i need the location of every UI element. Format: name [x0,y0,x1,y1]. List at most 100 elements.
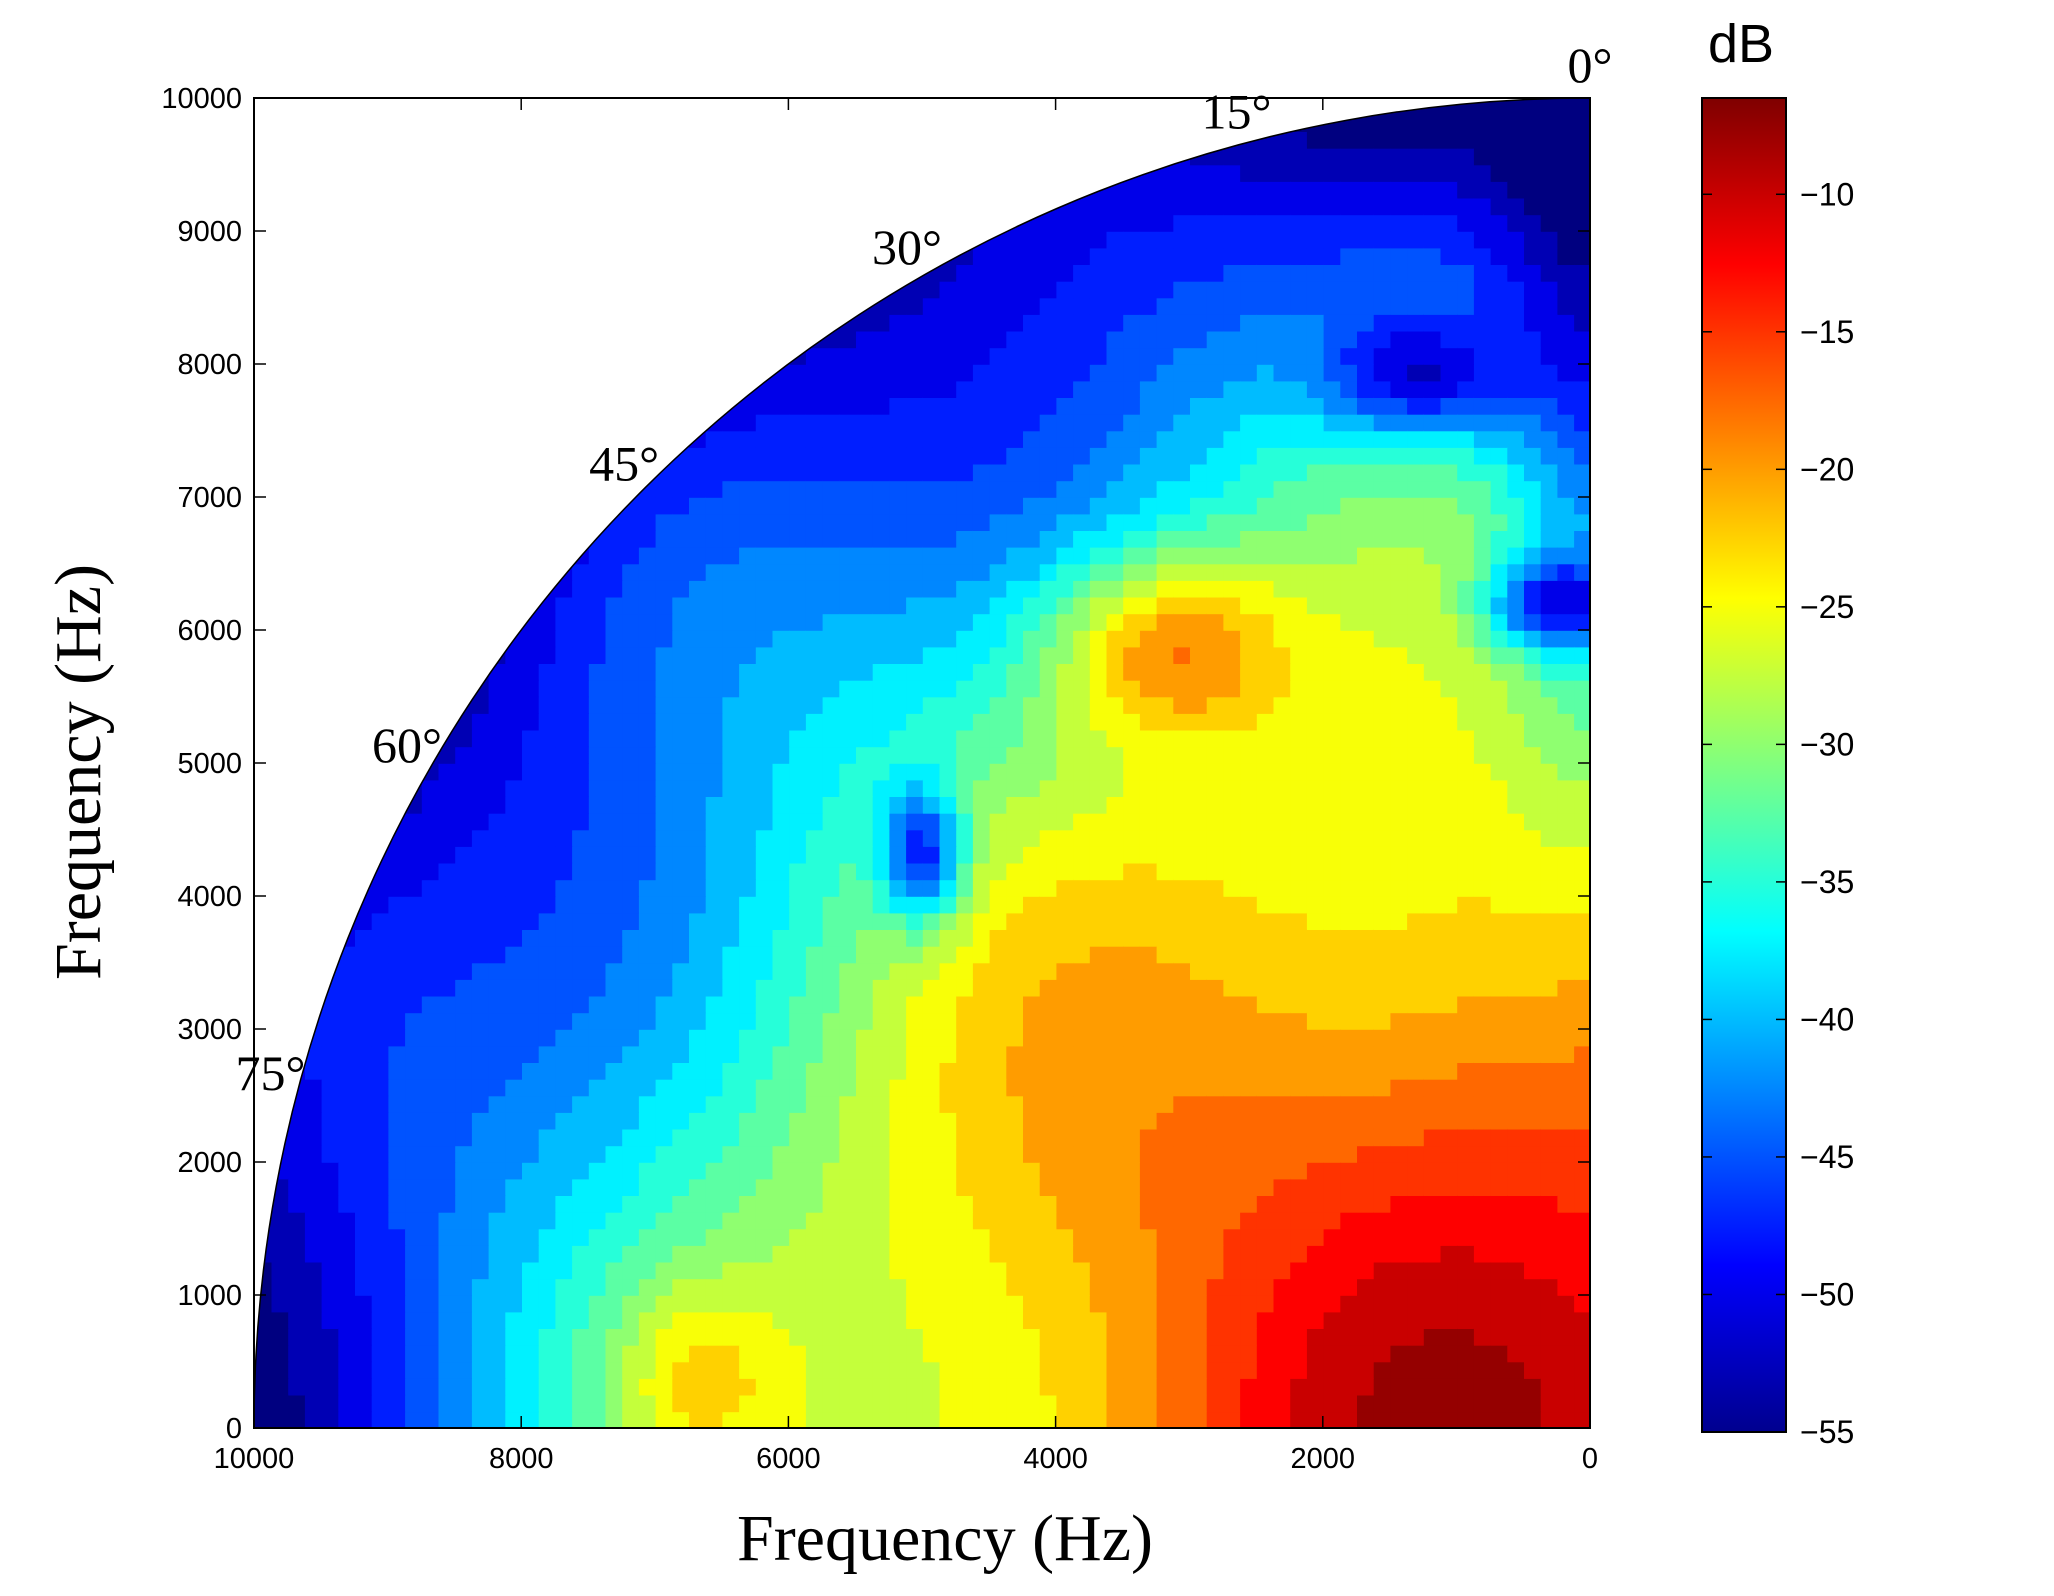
contour-cell [1155,896,1174,914]
contour-cell [588,1211,606,1230]
contour-cell [1506,879,1524,897]
contour-cell [1423,979,1441,997]
contour-cell [805,1278,823,1296]
contour-cell [1072,1012,1090,1030]
contour-cell [1005,713,1023,731]
contour-cell [1372,829,1391,847]
contour-cell [1205,1112,1224,1130]
contour-cell [1172,630,1190,648]
contour-cell [1022,1361,1040,1379]
contour-cell [1439,1211,1458,1230]
contour-cell [871,912,890,930]
contour-cell [1456,1295,1474,1313]
contour-cell [1139,846,1157,864]
contour-cell [1022,430,1040,448]
contour-cell [1439,912,1458,930]
contour-cell [1456,314,1474,332]
contour-cell [905,779,923,797]
contour-cell [1506,679,1524,698]
contour-cell [1289,513,1307,531]
contour-cell [521,1295,539,1313]
contour-cell [504,696,522,714]
contour-cell [421,846,439,864]
contour-cell [922,413,940,432]
contour-cell [1172,1178,1190,1196]
contour-cell [1372,1029,1391,1047]
contour-cell [1556,995,1575,1014]
contour-cell [487,630,506,648]
contour-cell [888,497,907,515]
contour-cell [922,530,940,548]
contour-cell [1473,1328,1491,1346]
contour-cell [504,713,522,731]
contour-cell [1539,1311,1558,1329]
contour-cell [487,1062,506,1080]
contour-cell [1339,1295,1357,1313]
contour-cell [1072,962,1090,980]
contour-cell [1306,696,1324,714]
contour-cell [638,596,656,615]
contour-cell [888,330,907,349]
contour-cell [1289,862,1307,881]
contour-cell [571,1328,589,1346]
contour-cell [1239,829,1257,847]
contour-cell [1122,613,1140,631]
contour-cell [838,846,856,864]
contour-cell [1038,397,1057,415]
contour-cell [1256,663,1274,681]
contour-cell [1489,1328,1508,1346]
contour-cell [1089,297,1107,315]
contour-cell [1439,713,1458,731]
contour-cell [1272,580,1291,598]
contour-cell [1523,663,1541,681]
contour-cell [905,580,923,598]
contour-cell [788,962,806,980]
contour-cell [1022,580,1040,598]
contour-cell [1306,630,1324,648]
contour-cell [421,1245,439,1263]
contour-cell [621,1211,639,1230]
contour-cell [1439,347,1458,365]
contour-cell [621,1328,639,1346]
contour-cell [554,779,573,797]
contour-cell [654,1012,673,1030]
contour-cell [471,696,489,714]
contour-cell [437,1062,456,1080]
contour-cell [1205,347,1224,365]
contour-cell [1372,1228,1391,1246]
contour-cell [1289,231,1307,249]
contour-cell [1122,995,1140,1014]
contour-cell [1239,879,1257,897]
contour-cell [421,1178,439,1196]
contour-cell [1573,646,1590,664]
contour-cell [721,1245,740,1263]
contour-cell [1489,1295,1508,1313]
contour-cell [1306,879,1324,897]
contour-cell [1439,929,1458,947]
contour-cell [905,812,923,831]
contour-cell [1356,1344,1374,1363]
contour-cell [588,1078,606,1097]
contour-cell [1089,829,1107,847]
contour-cell [1005,197,1023,216]
contour-cell [1439,979,1458,997]
contour-cell [1506,164,1524,182]
contour-cell [621,1361,639,1379]
contour-cell [1089,1394,1107,1413]
contour-cell [1322,463,1341,482]
contour-cell [1473,646,1491,664]
contour-cell [1172,1361,1190,1379]
contour-cell [621,1112,639,1130]
contour-cell [571,763,589,781]
contour-cell [1256,696,1274,714]
contour-cell [1473,912,1491,930]
contour-cell [621,596,639,615]
contour-cell [1439,630,1458,648]
contour-cell [1456,1145,1474,1163]
contour-cell [771,1112,790,1130]
contour-cell [972,862,990,881]
contour-cell [1289,530,1307,548]
contour-cell [1489,530,1508,548]
contour-cell [1072,646,1090,664]
contour-cell [1489,812,1508,831]
